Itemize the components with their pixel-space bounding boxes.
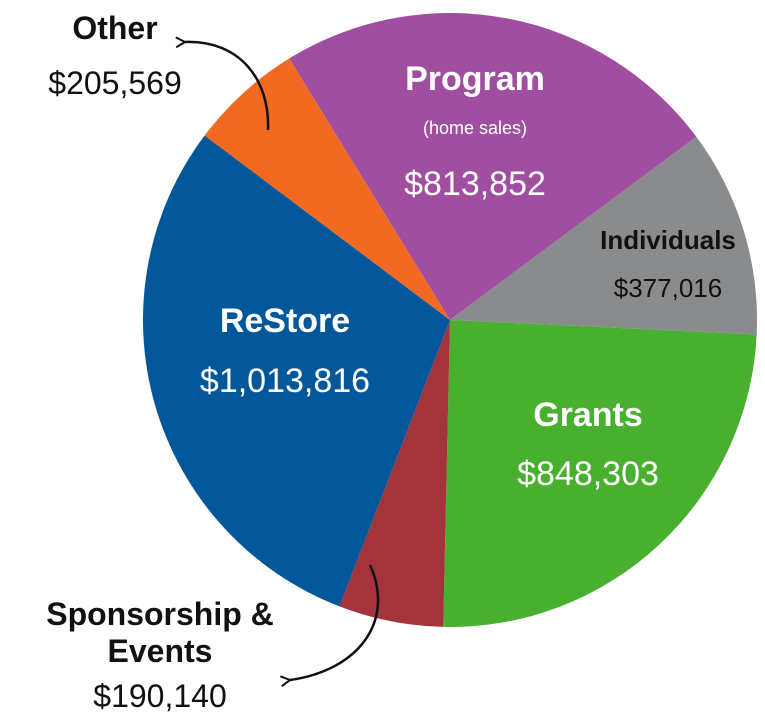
slice-label: ReStore [219, 302, 351, 340]
pie-slice [143, 135, 451, 607]
value-label: $813,852 [404, 165, 546, 203]
value-label: $190,140 [93, 678, 227, 714]
callout-arrow [185, 42, 270, 131]
pie-slice [443, 320, 757, 627]
slices [143, 13, 757, 627]
value-label: $377,016 [613, 273, 723, 303]
slice-label: Grants [533, 396, 643, 434]
slice-label: Other [72, 10, 158, 46]
value-label: $1,013,816 [199, 362, 371, 400]
value-label: $848,303 [517, 455, 659, 493]
slice-label: Sponsorship & Events [46, 596, 274, 669]
slice-label: Individuals [600, 225, 736, 255]
callout-arrow [290, 564, 380, 680]
pie-slice [204, 58, 450, 320]
slice-label: Program [405, 60, 545, 98]
pie-slice [339, 320, 450, 627]
annotation: (home sales) [422, 118, 528, 138]
pie-slice [450, 136, 757, 335]
value-label: $205,569 [48, 65, 182, 101]
pie-slice [289, 13, 697, 321]
